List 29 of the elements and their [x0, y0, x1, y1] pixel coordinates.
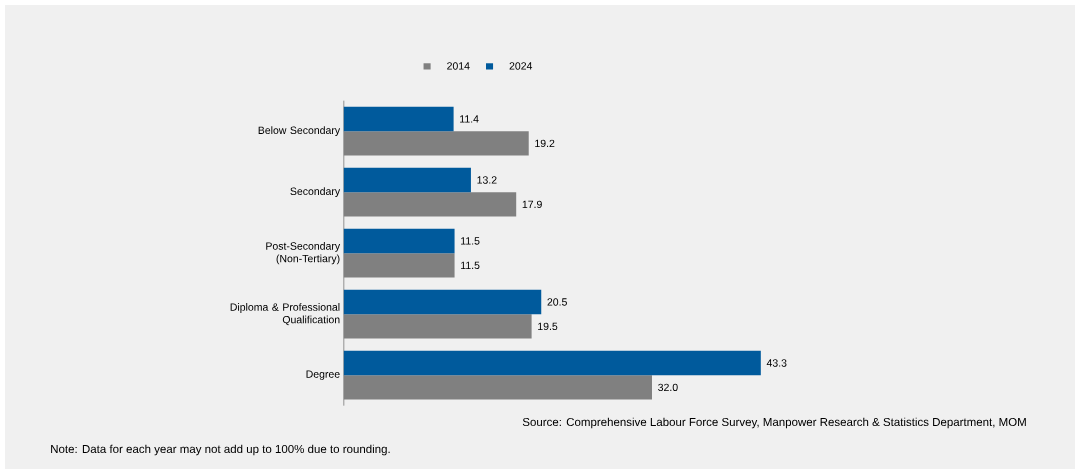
- data-label: 20.5: [547, 298, 567, 306]
- data-label: 19.2: [535, 139, 555, 148]
- data-label: 32.0: [658, 383, 678, 392]
- y-tick-label: Degree: [306, 370, 340, 380]
- data-label: 19.5: [538, 322, 558, 331]
- bar: [343, 375, 652, 400]
- bar: [343, 131, 529, 156]
- data-label: 43.3: [766, 359, 787, 367]
- bar: [343, 228, 455, 254]
- y-tick-label: Post-Secondary (Non-Tertiary): [266, 242, 341, 265]
- bar: [343, 314, 532, 339]
- bar: [343, 192, 517, 217]
- y-tick-label: Below Secondary: [258, 126, 341, 137]
- legend-label: 2024: [509, 62, 533, 70]
- source-note: Source: Comprehensive Labour Force Survey, Manpower Research & Statistics Department, MOM: [522, 417, 1026, 429]
- data-label: 11.5: [461, 261, 480, 270]
- data-label: 13.2: [477, 176, 497, 184]
- bar: [343, 350, 761, 376]
- data-label: 11.5: [461, 237, 480, 245]
- data-label: 17.9: [522, 200, 542, 209]
- y-tick-label: Secondary: [290, 187, 341, 198]
- data-label: 11.4: [460, 115, 479, 123]
- legend-label: 2014: [447, 62, 470, 70]
- bar: [343, 253, 455, 278]
- text: Note: Data for each year may not add up to 100% due to rounding.: [51, 444, 390, 456]
- bar: [343, 106, 454, 132]
- y-tick-label: Diploma & Professional Qualification: [230, 303, 340, 326]
- bar: [343, 289, 542, 315]
- bar: [343, 167, 471, 193]
